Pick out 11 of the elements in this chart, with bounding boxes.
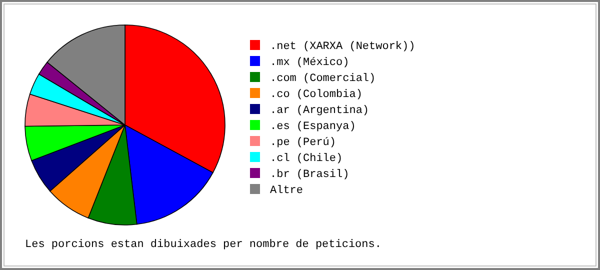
legend-label: .cl (Chile) bbox=[270, 153, 343, 165]
legend-label: .pe (Perú) bbox=[270, 137, 336, 149]
legend-label: .net (XARXA (Network)) bbox=[270, 41, 416, 53]
legend-label: .ar (Argentina) bbox=[270, 105, 370, 117]
legend-label: .mx (México) bbox=[270, 57, 350, 69]
text: Les porcions estan dibuixades per nombre de peticions. bbox=[25, 239, 382, 251]
legend-label: .br (Brasil) bbox=[270, 169, 350, 181]
legend-label: .es (Espanya) bbox=[270, 121, 356, 133]
legend-label: Altre bbox=[270, 185, 304, 197]
legend-label: .com (Comercial) bbox=[270, 73, 376, 85]
legend-label: .co (Colombia) bbox=[270, 89, 362, 101]
